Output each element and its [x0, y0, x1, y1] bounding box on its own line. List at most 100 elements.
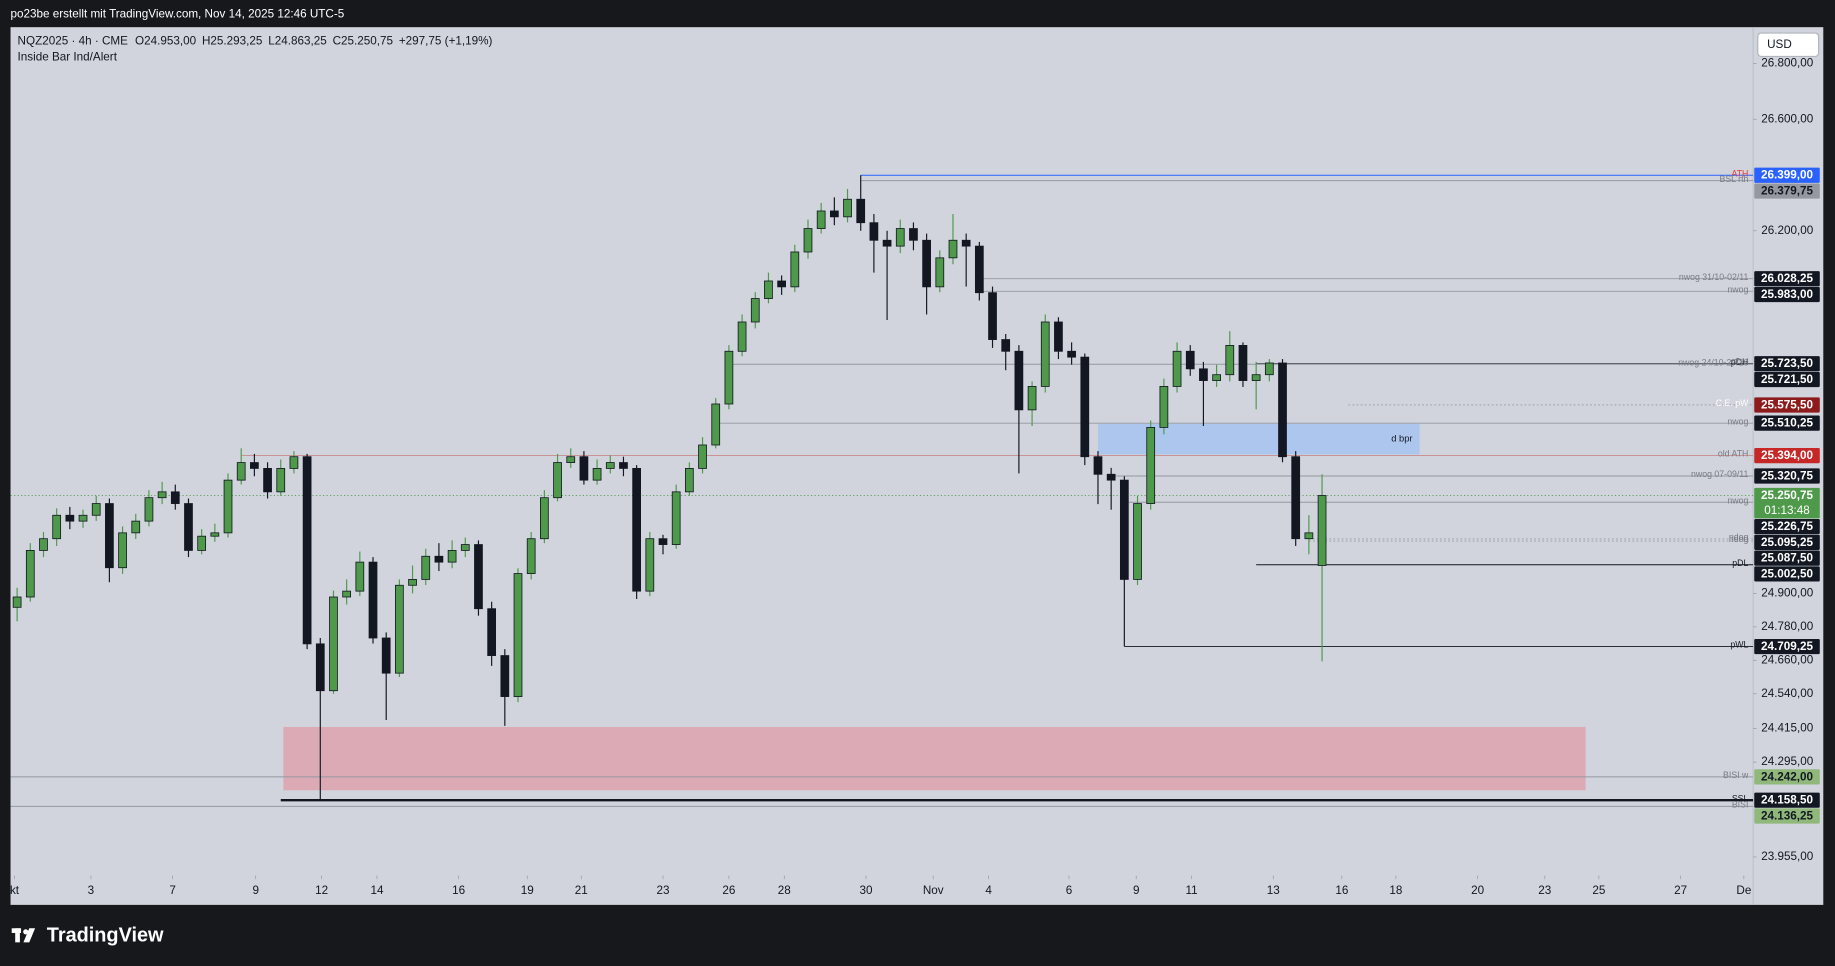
- candle-body: [909, 228, 918, 241]
- candle-body: [1291, 456, 1301, 540]
- candle-body: [724, 350, 734, 405]
- zone: [1097, 423, 1420, 455]
- candle-body: [131, 520, 141, 534]
- currency-button[interactable]: [1757, 32, 1820, 58]
- candle-body: [737, 321, 747, 352]
- currency[interactable]: USD: [1767, 38, 1792, 51]
- candle-body: [1264, 362, 1274, 376]
- candle-body: [829, 210, 839, 218]
- price-box-label: 25.087,50: [1761, 552, 1813, 565]
- candle-body: [78, 514, 88, 522]
- price-box: 25.095,25: [1754, 534, 1820, 550]
- level-name: BISI: [1732, 800, 1749, 810]
- price-box: 25.250,75 01:13:48: [1754, 487, 1820, 519]
- countdown: 01:13:48: [1764, 504, 1810, 517]
- x-tick-label: 14: [370, 884, 384, 897]
- candle-body: [315, 643, 325, 692]
- candle-body: [368, 561, 378, 639]
- price-box-label: 25.983,00: [1761, 288, 1813, 301]
- candle-body: [144, 497, 154, 522]
- candle-body: [447, 550, 457, 563]
- price-box-label: 25.002,50: [1761, 567, 1813, 580]
- price-box-bg: [1754, 167, 1820, 183]
- candle-body: [605, 462, 615, 469]
- candle-body: [1054, 321, 1063, 352]
- candle-body: [658, 538, 668, 545]
- candle-body: [1225, 345, 1235, 376]
- candle-body: [434, 555, 444, 563]
- candle-body: [513, 573, 523, 697]
- candle-body: [974, 245, 984, 294]
- candle-body: [895, 228, 905, 247]
- candle-body: [1027, 386, 1037, 411]
- level-name: ndog: [1729, 534, 1749, 544]
- symbol: NQZ2025 · 4h · CME: [18, 34, 129, 47]
- candle-body: [342, 590, 352, 598]
- price-box-label: 25.723,50: [1761, 357, 1813, 370]
- price-box: 26.379,75: [1754, 183, 1820, 199]
- price-box-bg: [1754, 534, 1820, 550]
- candle-body: [1212, 374, 1221, 381]
- candle-body: [91, 503, 101, 516]
- price-box: 25.575,50: [1754, 397, 1820, 413]
- candle-body: [1106, 473, 1116, 481]
- candle-body: [329, 596, 338, 692]
- level-name: old ATH: [1718, 449, 1749, 459]
- logo-shape: [23, 928, 36, 943]
- candle-body: [803, 228, 813, 253]
- price-box: 25.983,00: [1754, 286, 1820, 303]
- price-box-bg: [1754, 397, 1820, 413]
- level-name: SSL: [1732, 793, 1749, 803]
- candle-body: [1238, 345, 1248, 381]
- price-box-label: 24.709,25: [1761, 640, 1813, 653]
- level-name: nwog: [1727, 495, 1748, 505]
- price-box-label: 24.158,50: [1761, 794, 1813, 807]
- candle-body: [750, 298, 760, 323]
- level-name: pWL: [1730, 640, 1748, 650]
- price-box-label: 25.095,25: [1761, 536, 1813, 549]
- price-box-label: 25.394,00: [1761, 449, 1813, 462]
- x-tick-label: 30: [859, 884, 873, 897]
- x-tick-label: 21: [575, 884, 588, 897]
- x-tick-label: 12: [315, 884, 328, 897]
- price-box: 26.399,00: [1754, 167, 1820, 183]
- ohlc-value: C25.250,75: [333, 34, 394, 47]
- candle-body: [408, 579, 417, 586]
- candle-body: [276, 468, 286, 493]
- x-tick-label: 27: [1674, 884, 1687, 897]
- candle-body: [922, 239, 931, 288]
- candle-body: [381, 637, 391, 674]
- candle-body: [395, 584, 404, 674]
- candle-body: [1040, 321, 1050, 387]
- candle-body: [1185, 350, 1195, 370]
- price-box: 25.226,75: [1754, 518, 1820, 535]
- candle-body: [1159, 386, 1169, 428]
- candle-body: [869, 222, 879, 241]
- candle-body: [289, 456, 299, 469]
- level-name: pDL: [1732, 558, 1748, 568]
- price-box-label: 26.399,00: [1761, 169, 1813, 182]
- candle-body: [790, 251, 800, 288]
- price-box-bg: [1754, 356, 1820, 372]
- level-name: ndog: [1729, 532, 1749, 542]
- candle-body: [1278, 362, 1287, 458]
- price-box: 24.136,25: [1754, 808, 1820, 824]
- candle-body: [1251, 374, 1261, 381]
- y-tick-label: 26.800,00: [1761, 57, 1813, 70]
- candle-body: [988, 292, 997, 340]
- candle-body: [1119, 479, 1129, 580]
- candle-body: [1199, 368, 1208, 381]
- price-box-label: 24.136,25: [1761, 809, 1813, 822]
- price-box-bg: [1754, 371, 1820, 388]
- candle-body: [592, 468, 602, 481]
- x-tick-label: 28: [778, 884, 791, 897]
- candle-body: [540, 497, 549, 540]
- candle-body: [421, 555, 431, 580]
- candle-body: [566, 456, 576, 463]
- y-tick-label: 24.780,00: [1761, 620, 1813, 633]
- y-tick-label: 24.540,00: [1761, 687, 1813, 700]
- candle-body: [236, 462, 246, 481]
- x-tick-label: 23: [656, 884, 669, 897]
- candle-body: [579, 456, 589, 481]
